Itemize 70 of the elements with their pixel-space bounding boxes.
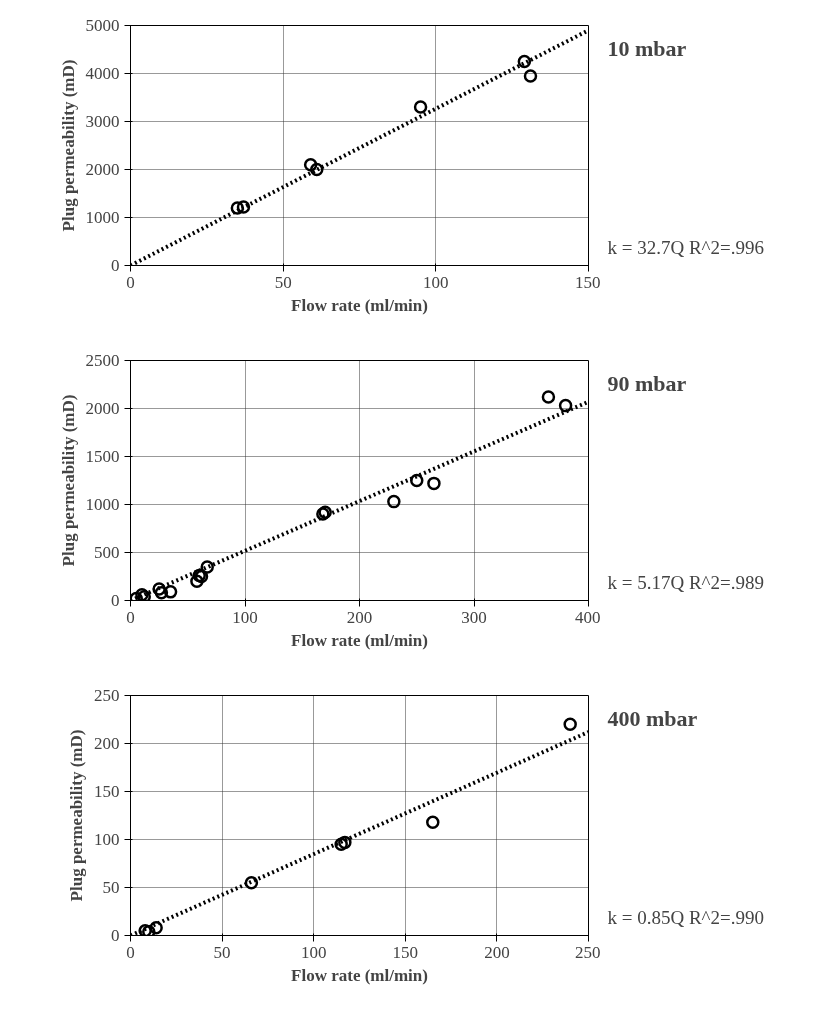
- y-tick-label: 0: [111, 591, 120, 610]
- point: [413, 100, 428, 114]
- x-tick-label: 100: [232, 607, 258, 627]
- x-tick-label: 150: [575, 272, 601, 292]
- point: [142, 924, 156, 936]
- x-tick-label: 100: [300, 942, 327, 962]
- point: [338, 835, 352, 850]
- y-axis-title: Plug permeability (mD): [67, 729, 86, 902]
- y-tick-label: 1000: [85, 495, 120, 514]
- x-tick-label: 50: [274, 272, 292, 292]
- y-tick-label: 2500: [85, 351, 120, 370]
- y-tick-label: 100: [94, 830, 120, 849]
- y-tick-label: 3000: [85, 112, 120, 131]
- x-tick-label: 0: [126, 272, 135, 292]
- text: 400 mbar: [607, 705, 698, 731]
- x-axis-title: Flow rate (ml/min): [291, 965, 428, 985]
- x-axis-title: Flow rate (ml/min): [291, 295, 428, 315]
- point: [334, 837, 348, 852]
- y-tick-label: 150: [94, 782, 120, 801]
- point: [310, 162, 324, 177]
- point: [244, 875, 259, 890]
- y-tick-label: 0: [111, 256, 120, 275]
- text: k = 5.17Q R^2=.989: [607, 571, 764, 593]
- x-tick-label: 0: [126, 942, 135, 962]
- y-tick-label: 2000: [85, 399, 120, 418]
- point: [541, 390, 556, 404]
- point: [303, 157, 318, 172]
- y-axis-title: Plug permeability (mD): [58, 59, 78, 232]
- point: [152, 582, 166, 596]
- text: 10 mbar: [607, 35, 687, 61]
- x-axis-title: Flow rate (ml/min): [291, 630, 428, 650]
- y-axis-title: Plug permeability (mD): [58, 394, 78, 567]
- point: [427, 476, 441, 491]
- y-tick-label: 1000: [85, 208, 120, 227]
- x-tick-label: 0: [126, 607, 135, 627]
- text: k = 0.85Q R^2=.990: [607, 906, 764, 928]
- y-tick-label: 2000: [85, 160, 120, 179]
- point: [426, 815, 440, 829]
- point: [230, 201, 245, 215]
- point: [523, 69, 538, 83]
- x-tick-label: 200: [346, 607, 373, 627]
- point: [387, 494, 401, 509]
- point: [410, 473, 424, 488]
- x-tick-label: 50: [213, 942, 231, 962]
- y-tick-label: 5000: [85, 16, 120, 35]
- x-tick-label: 150: [392, 942, 419, 962]
- y-tick-label: 0: [111, 926, 120, 945]
- y-tick-label: 50: [102, 878, 120, 897]
- point: [200, 560, 214, 574]
- x-tick-label: 200: [484, 942, 510, 962]
- point: [563, 717, 577, 732]
- point: [517, 54, 532, 69]
- point: [558, 398, 573, 413]
- y-tick-label: 1500: [85, 447, 120, 466]
- y-tick-label: 250: [94, 686, 120, 705]
- x-tick-label: 100: [423, 272, 449, 292]
- y-tick-label: 200: [94, 734, 120, 753]
- y-tick-label: 4000: [85, 64, 120, 83]
- point: [149, 921, 163, 935]
- text: 90 mbar: [607, 370, 687, 396]
- x-tick-label: 250: [575, 942, 601, 962]
- point: [190, 574, 204, 589]
- point: [138, 923, 152, 936]
- text: k = 32.7Q R^2=.996: [607, 236, 764, 258]
- point: [236, 200, 251, 214]
- x-tick-label: 300: [461, 607, 487, 627]
- y-tick-label: 500: [94, 543, 120, 562]
- point: [163, 585, 178, 599]
- x-tick-label: 400: [575, 607, 601, 627]
- point: [154, 586, 169, 600]
